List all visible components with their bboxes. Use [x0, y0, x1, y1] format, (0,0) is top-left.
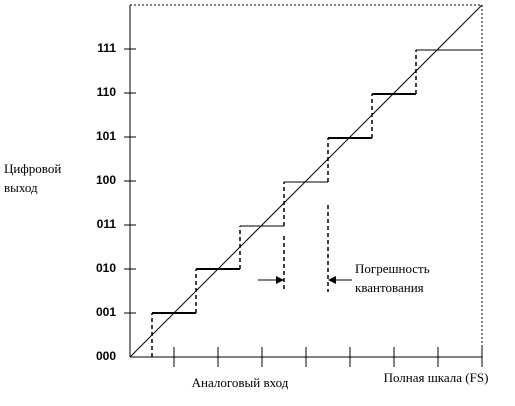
staircase-bold [152, 93, 416, 314]
y-code-label: 101 [96, 129, 116, 143]
annotation-line: Погрешность [355, 261, 430, 276]
y-code-label: 100 [96, 173, 116, 187]
y-code-label: 111 [97, 41, 116, 55]
y-code-label: 001 [96, 305, 116, 319]
staircase-risers [151, 50, 417, 357]
ideal-line [129, 4, 483, 358]
staircase-thin [240, 49, 482, 227]
annotation-line: квантования [355, 280, 424, 295]
y-code-label: 110 [97, 85, 117, 99]
ticks: 000 001 010 011 100 101 110 111 [96, 41, 483, 367]
x-axis-label: Аналоговый вход [192, 375, 289, 390]
y-code-label: 010 [96, 261, 116, 275]
full-scale-label: Полная шкала (FS) [384, 370, 489, 385]
y-axis-label: Цифровой [4, 161, 61, 176]
y-code-label: 011 [97, 217, 117, 231]
error-markers [283, 205, 329, 292]
y-axis-label: выход [4, 180, 38, 195]
y-code-label: 000 [96, 349, 116, 363]
